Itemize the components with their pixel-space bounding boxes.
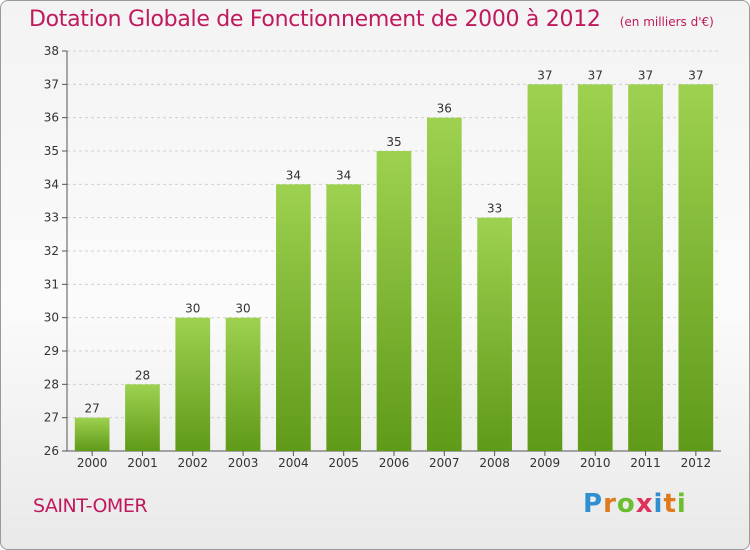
bar-value-label: 30	[235, 302, 250, 316]
x-tick-label: 2009	[530, 456, 561, 470]
bar	[74, 417, 110, 451]
x-tick-label: 2006	[379, 456, 410, 470]
x-tick-label: 2005	[328, 456, 359, 470]
x-tick-label: 2007	[429, 456, 460, 470]
x-tick-label: 2004	[278, 456, 309, 470]
x-tick-label: 2012	[681, 456, 712, 470]
bar	[125, 384, 160, 451]
x-tick-label: 2011	[630, 456, 661, 470]
y-tick-label: 28	[44, 377, 59, 391]
y-tick-label: 30	[44, 311, 59, 325]
y-tick-label: 26	[44, 444, 59, 458]
bar	[376, 151, 412, 451]
bar-value-label: 36	[437, 102, 452, 116]
bar-chart: 26 27 28 29 30 31 32 33 34 35 36 37 38 27 2000 28 2001 30…	[44, 44, 721, 470]
bar	[527, 84, 563, 451]
y-tick-label: 29	[44, 344, 59, 358]
x-tick-label: 2003	[228, 456, 259, 470]
labels: 26 27 28 29 30 31 32 33 34 35 36 37 38 27 2000 28 2001 30…	[44, 44, 711, 470]
y-tick-label: 31	[44, 277, 59, 291]
bar-value-label: 37	[688, 68, 703, 82]
y-tick-label: 37	[44, 77, 59, 91]
y-tick-label: 33	[44, 211, 59, 225]
x-tick-label: 2002	[177, 456, 208, 470]
x-tick-label: 2000	[77, 456, 108, 470]
bar-value-label: 37	[638, 68, 653, 82]
x-tick-label: 2001	[127, 456, 158, 470]
bar-value-label: 34	[336, 168, 351, 182]
bars	[74, 84, 714, 452]
bar	[477, 217, 512, 451]
x-tick-label: 2008	[479, 456, 510, 470]
title-line: Dotation Globale de Fonctionnement de 20…	[29, 7, 714, 32]
bar	[426, 117, 462, 452]
bar	[225, 317, 261, 451]
bar-value-label: 27	[85, 402, 100, 416]
y-tick-label: 35	[44, 144, 59, 158]
bar-value-label: 34	[286, 168, 301, 182]
bar-value-label: 37	[588, 68, 603, 82]
bar	[628, 84, 663, 451]
bar	[577, 84, 613, 451]
bar	[326, 184, 362, 452]
y-tick-label: 38	[44, 44, 59, 58]
y-tick-label: 27	[44, 411, 59, 425]
y-tick-label: 36	[44, 111, 59, 125]
bar-value-label: 30	[185, 302, 200, 316]
proxiti-logo: Proxiti	[583, 489, 687, 519]
bar-value-label: 37	[537, 68, 552, 82]
city-name: SAINT-OMER	[33, 495, 148, 517]
y-tick-label: 32	[44, 244, 59, 258]
bar	[276, 184, 311, 452]
bar	[678, 84, 714, 451]
chart-title: Dotation Globale de Fonctionnement de 20…	[29, 7, 601, 32]
bar-value-label: 28	[135, 368, 150, 382]
chart-subtitle: (en milliers d'€)	[619, 15, 714, 29]
y-tick-label: 34	[44, 177, 59, 191]
bar-value-label: 35	[386, 135, 401, 149]
bar	[175, 317, 211, 451]
bar-value-label: 33	[487, 202, 502, 216]
x-tick-label: 2010	[580, 456, 611, 470]
